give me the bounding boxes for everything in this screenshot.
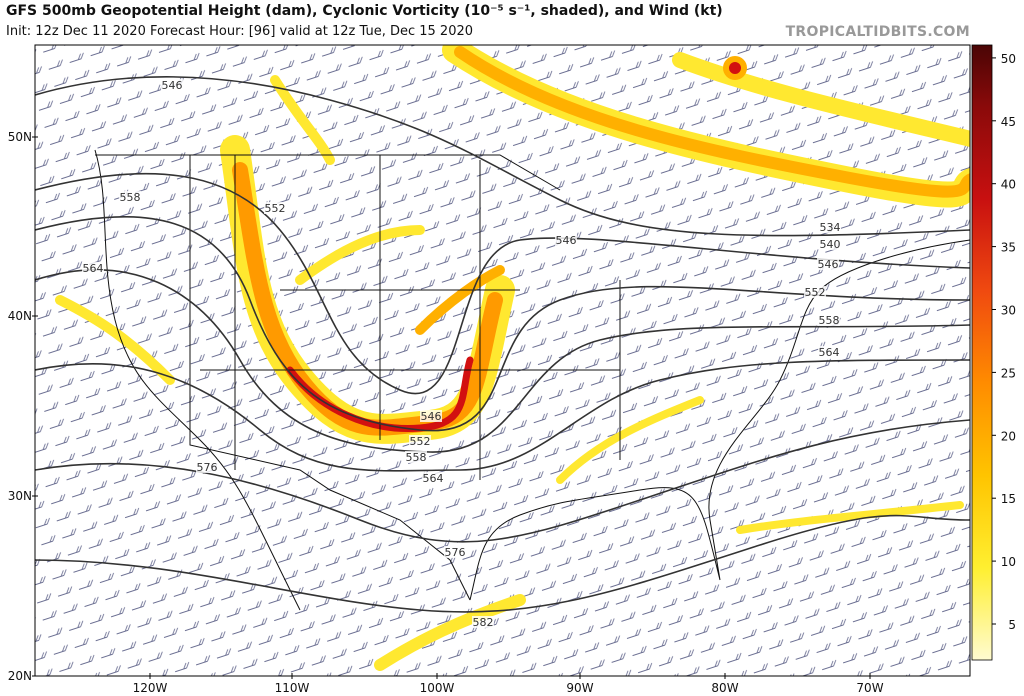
colorbar-label: 15	[1001, 492, 1016, 506]
watermark: TROPICALTIDBITS.COM	[785, 24, 970, 40]
contour-label: 546	[556, 234, 577, 247]
contour-label-bg	[264, 202, 286, 214]
contour-label: 576	[445, 546, 466, 559]
contour-label: 558	[120, 191, 141, 204]
lat-label: 40N	[8, 309, 32, 323]
lon-label: 100W	[420, 681, 455, 695]
contour-label: 564	[819, 346, 840, 359]
contour-label: 552	[805, 286, 826, 299]
contour-label: 546	[162, 79, 183, 92]
contour-label: 546	[421, 410, 442, 423]
contour-label-bg	[819, 221, 841, 233]
lon-label: 80W	[711, 681, 738, 695]
contour-label: 582	[473, 616, 494, 629]
title: GFS 500mb Geopotential Height (dam), Cyc…	[6, 3, 723, 19]
contour-label: 546	[818, 258, 839, 271]
colorbar	[971, 44, 993, 661]
contour-label: 576	[197, 461, 218, 474]
lon-label: 120W	[133, 681, 168, 695]
contour-label-bg	[119, 191, 141, 203]
colorbar-label: 35	[1001, 241, 1016, 255]
map-area: 546 558 552 564 576 546 552 558 564 576 582 546 534 5…	[35, 45, 970, 676]
colorbar-label: 5	[1008, 618, 1016, 632]
contour-label-bg	[444, 546, 466, 558]
contour-label-bg	[161, 79, 183, 91]
contour-label-bg	[405, 451, 427, 463]
lat-label: 20N	[8, 669, 32, 683]
subtitle: Init: 12z Dec 11 2020 Forecast Hour: [96…	[6, 24, 474, 39]
contour-label-bg	[422, 472, 444, 484]
contour-label: 564	[83, 262, 104, 275]
contour-label-bg	[472, 616, 494, 628]
contour-label: 534	[820, 221, 841, 234]
contour-label-bg	[818, 314, 840, 326]
contour-label-bg	[555, 234, 577, 246]
lon-label: 90W	[566, 681, 593, 695]
contour-label: 558	[406, 451, 427, 464]
colorbar-label: 20	[1001, 429, 1016, 443]
colorbar-label: 10	[1001, 555, 1016, 569]
contour-label-bg	[420, 410, 442, 422]
colorbar-label: 30	[1001, 304, 1016, 318]
contour-label-bg	[817, 258, 839, 270]
contour-label: 558	[819, 314, 840, 327]
contour-label-bg	[196, 461, 218, 473]
contour-label-bg	[804, 286, 826, 298]
contour-label: 552	[265, 202, 286, 215]
contour-label-bg	[82, 262, 104, 274]
colorbar-label: 45	[1001, 115, 1016, 129]
lon-label: 70W	[856, 681, 883, 695]
lat-label: 30N	[8, 489, 32, 503]
colorbar-label: 40	[1001, 178, 1016, 192]
lat-label: 50N	[8, 130, 32, 144]
contour-label: 552	[410, 435, 431, 448]
contour-label: 564	[423, 472, 444, 485]
contour-label: 540	[820, 238, 841, 251]
colorbar-label: 50	[1001, 52, 1016, 66]
contour-label-bg	[818, 346, 840, 358]
contour-label-bg	[819, 238, 841, 250]
lon-label: 110W	[275, 681, 310, 695]
colorbar-label: 25	[1001, 366, 1016, 380]
contour-label-bg	[409, 435, 431, 447]
